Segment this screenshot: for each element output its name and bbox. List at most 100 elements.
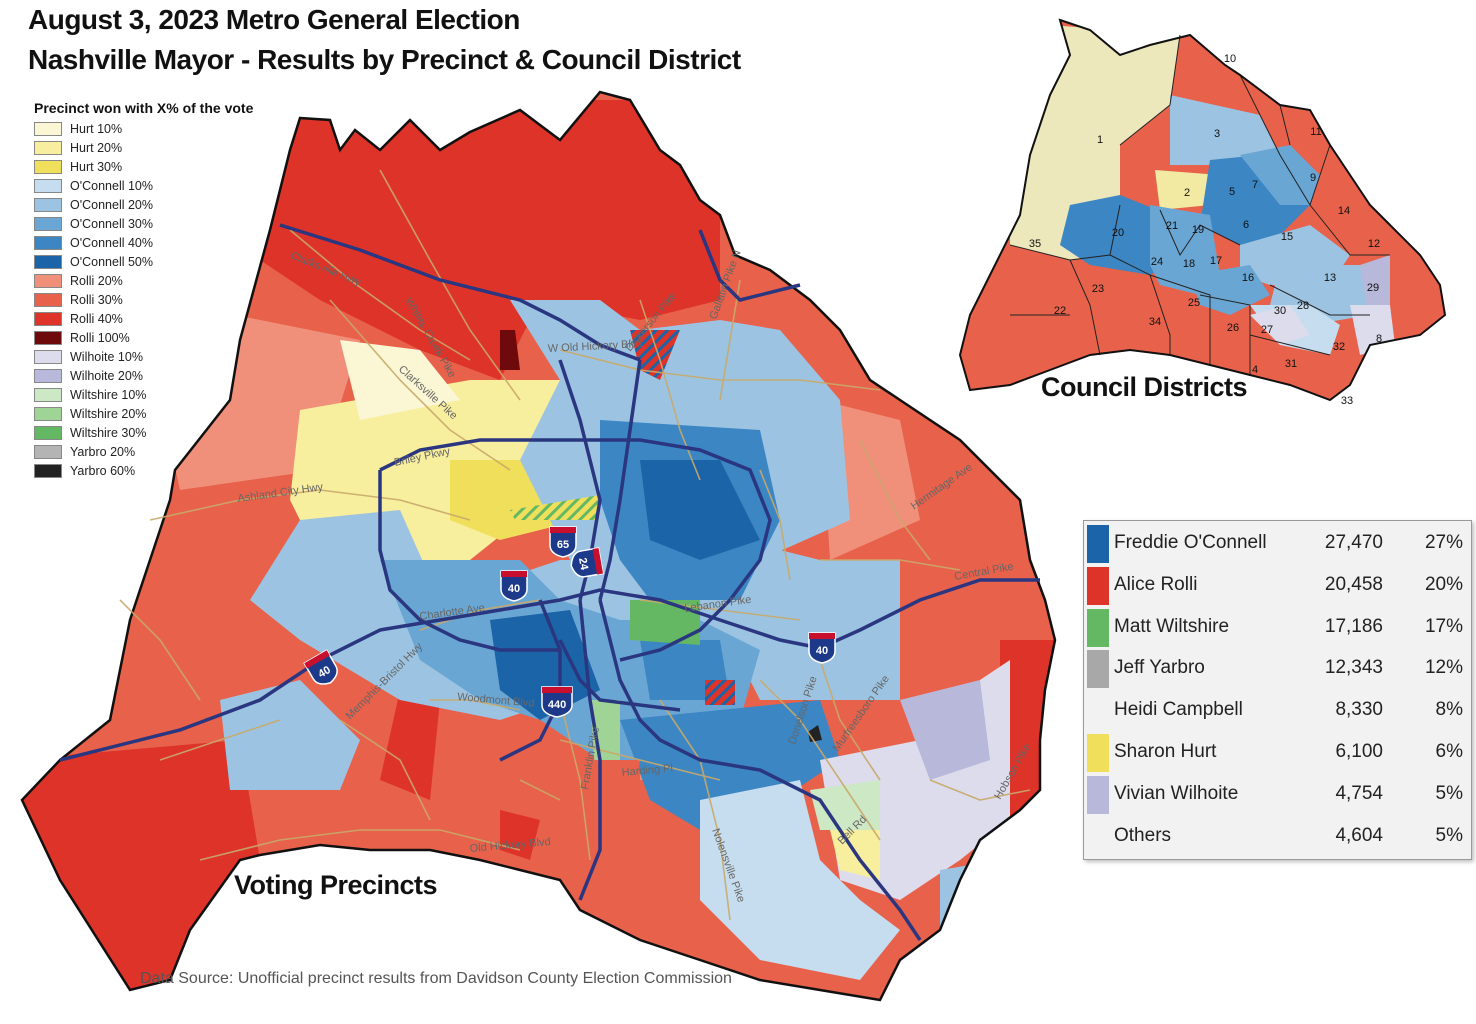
legend-swatch (34, 387, 62, 402)
candidate-name: Heidi Campbell (1114, 699, 1243, 721)
legend-label: Wiltshire 20% (70, 406, 147, 421)
candidate-color-swatch (1087, 650, 1109, 689)
legend-label: Rolli 100% (70, 330, 130, 345)
council-map-label: Council Districts (1041, 372, 1248, 402)
legend-item: Wiltshire 20% (34, 404, 294, 423)
district-number: 24 (1151, 256, 1163, 268)
legend-label: O'Connell 10% (70, 178, 153, 193)
candidate-votes: 4,754 (1335, 782, 1383, 804)
road-label: W Old Hickory Blvd (548, 338, 643, 355)
candidate-color-swatch (1087, 818, 1109, 856)
shield-number: 40 (816, 645, 828, 657)
legend-label: Wiltshire 10% (70, 387, 147, 402)
candidate-percent: 27% (1424, 532, 1463, 553)
candidate-percent: 20% (1424, 573, 1463, 595)
legend-label: Rolli 20% (70, 273, 123, 288)
data-source-note: Data Source: Unofficial precinct results… (140, 970, 732, 987)
district-number: 9 (1310, 172, 1316, 184)
legend-item: O'Connell 40% (34, 233, 294, 252)
legend-item: O'Connell 20% (34, 195, 294, 214)
district-number: 11 (1310, 126, 1321, 138)
district-number: 25 (1188, 297, 1200, 309)
legend-label: Hurt 20% (70, 140, 123, 155)
legend-item: Rolli 30% (34, 290, 294, 309)
results-row: Jeff Yarbro 12,343 12% (1084, 650, 1471, 689)
legend-swatch (34, 121, 62, 136)
district-number: 7 (1252, 179, 1258, 191)
district-number: 4 (1252, 364, 1258, 376)
candidate-name: Vivian Wilhoite (1114, 782, 1239, 804)
legend-item: Rolli 20% (34, 271, 294, 290)
legend-label: Yarbro 60% (70, 463, 136, 478)
results-table: Freddie O'Connell 27,470 27% Alice Rolli 20,… (1083, 520, 1472, 860)
candidate-votes: 6,100 (1335, 741, 1383, 762)
district-number: 6 (1243, 219, 1249, 231)
legend-swatch (34, 273, 62, 288)
candidate-color-swatch (1087, 608, 1109, 647)
district-number: 28 (1297, 300, 1309, 312)
interstate-shields: 65 24 40 40 40 440 (303, 526, 836, 718)
candidate-color-swatch (1087, 775, 1109, 814)
legend-item: Wilhoite 20% (34, 366, 294, 385)
legend-label: O'Connell 20% (70, 197, 153, 212)
district-numbers: 1 2 3 4 5 6 7 8 9 10 11 12 13 14 15 16 1… (1029, 53, 1382, 407)
legend-label: O'Connell 30% (70, 216, 153, 231)
district-number: 26 (1227, 322, 1239, 334)
district-number: 35 (1029, 238, 1041, 250)
district-number: 21 (1166, 220, 1178, 232)
candidate-percent: 6% (1435, 741, 1463, 762)
legend-heading: Precinct won with X% of the vote (34, 100, 254, 116)
legend-item: Wiltshire 10% (34, 385, 294, 404)
district-number: 23 (1092, 283, 1104, 295)
district-number: 17 (1210, 255, 1222, 267)
candidate-name: Others (1114, 824, 1172, 846)
candidate-color-swatch (1087, 566, 1109, 605)
legend-label: O'Connell 40% (70, 235, 153, 250)
interstates (59, 223, 1040, 941)
results-row: Alice Rolli 20,458 20% (1084, 566, 1471, 605)
candidate-votes: 17,186 (1324, 615, 1383, 637)
district-number: 8 (1376, 333, 1382, 345)
candidate-votes: 4,604 (1335, 824, 1383, 846)
legend-label: Yarbro 20% (70, 444, 136, 459)
council-district-map: 1 2 3 4 5 6 7 8 9 10 11 12 13 14 15 16 1… (958, 18, 1447, 407)
legend-label: Wilhoite 20% (70, 368, 143, 383)
candidate-percent: 8% (1435, 699, 1463, 721)
candidate-votes: 8,330 (1335, 699, 1383, 721)
candidate-votes: 12,343 (1324, 657, 1383, 679)
district-number: 5 (1229, 186, 1235, 198)
legend: Precinct won with X% of the vote Hurt 10… (34, 100, 294, 480)
legend-item: Hurt 30% (34, 157, 294, 176)
legend-swatch (34, 140, 62, 155)
map-title: August 3, 2023 Metro General Election (28, 4, 520, 35)
legend-item: Hurt 10% (34, 119, 294, 138)
legend-swatch (34, 463, 62, 478)
legend-swatch (34, 216, 62, 231)
legend-swatch (34, 235, 62, 250)
results-row: Heidi Campbell 8,330 8% (1084, 692, 1471, 730)
district-number: 32 (1333, 341, 1345, 353)
candidate-votes: 20,458 (1324, 573, 1383, 595)
candidate-color-swatch (1087, 734, 1109, 772)
legend-item: Yarbro 20% (34, 442, 294, 461)
district-number: 33 (1341, 395, 1353, 407)
shield-i65: 65 (549, 526, 577, 558)
legend-item: Rolli 40% (34, 309, 294, 328)
district-number: 13 (1324, 272, 1336, 284)
district-boundaries (1009, 34, 1390, 375)
candidate-percent: 12% (1424, 657, 1463, 679)
minor-roads (119, 169, 1031, 921)
legend-item: Rolli 100% (34, 328, 294, 347)
district-number: 1 (1097, 134, 1103, 146)
legend-item: O'Connell 50% (34, 252, 294, 271)
district-number: 12 (1368, 238, 1380, 250)
shield-number: 40 (508, 583, 520, 595)
shield-i440: 440 (541, 686, 573, 718)
shield-number: 24 (576, 557, 590, 572)
legend-item: Wilhoite 10% (34, 347, 294, 366)
district-number: 10 (1224, 53, 1236, 65)
legend-label: Hurt 30% (70, 159, 123, 174)
legend-swatch (34, 197, 62, 212)
legend-item: Yarbro 60% (34, 461, 294, 480)
shield-i40-east: 40 (808, 632, 836, 664)
